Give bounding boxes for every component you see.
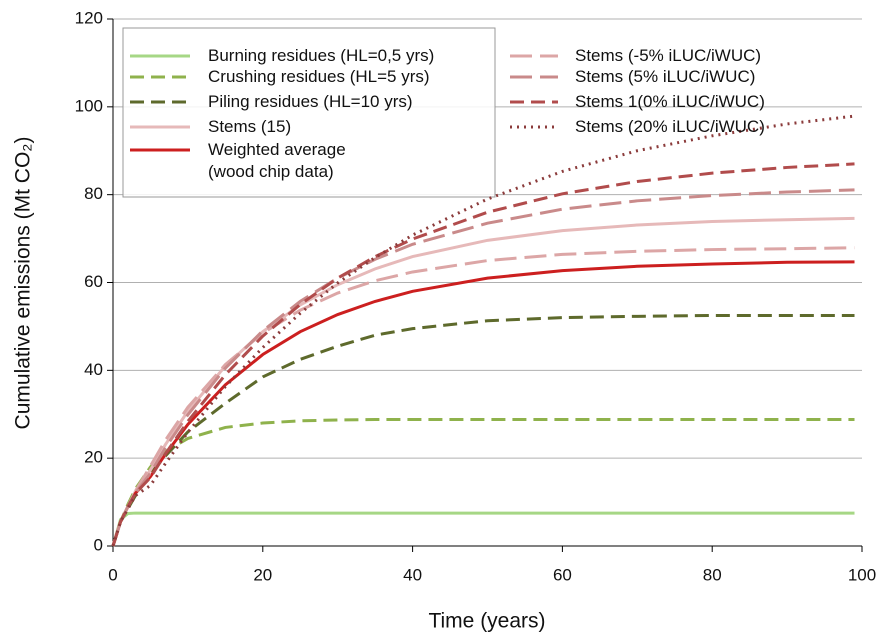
y-tick-label: 40 [84, 360, 103, 379]
y-axis-title: Cumulative emissions (Mt CO₂) [12, 137, 35, 430]
y-tick-label: 120 [75, 8, 103, 27]
legend-label: Stems (15) [208, 117, 292, 136]
legend-label: Stems (20% iLUC/iWUC) [575, 117, 765, 136]
y-tick-label: 80 [84, 184, 103, 203]
legend-label: Piling residues (HL=10 yrs) [208, 92, 413, 111]
series-line [111, 216, 855, 547]
series-line [111, 313, 855, 547]
y-tick-label: 100 [75, 96, 103, 115]
x-tick-label: 100 [848, 565, 876, 584]
legend-label: Crushing residues (HL=5 yrs) [208, 67, 430, 86]
series-line [111, 162, 855, 547]
series-line [111, 511, 855, 547]
x-tick-label: 0 [108, 565, 117, 584]
x-tick-label: 20 [253, 565, 272, 584]
x-tick-label: 60 [553, 565, 572, 584]
series-line [111, 260, 855, 547]
y-tick-label: 0 [94, 535, 103, 554]
legend-label: Burning residues (HL=0,5 yrs) [208, 46, 435, 65]
series-line [111, 114, 855, 547]
series-line [111, 188, 855, 547]
x-tick-label: 40 [403, 565, 422, 584]
legend-label: Stems (-5% iLUC/iWUC) [575, 46, 762, 65]
legend-label: Weighted average (wood chip data) [208, 140, 346, 181]
legend-label: Stems (5% iLUC/iWUC) [575, 67, 756, 86]
legend-label: Stems 1(0% iLUC/iWUC) [575, 92, 765, 111]
y-tick-label: 60 [84, 272, 103, 291]
y-tick-label: 20 [84, 448, 103, 467]
series-line [111, 246, 855, 547]
x-tick-label: 80 [703, 565, 722, 584]
series-line [111, 418, 855, 547]
x-axis-title: Time (years) [428, 610, 545, 633]
